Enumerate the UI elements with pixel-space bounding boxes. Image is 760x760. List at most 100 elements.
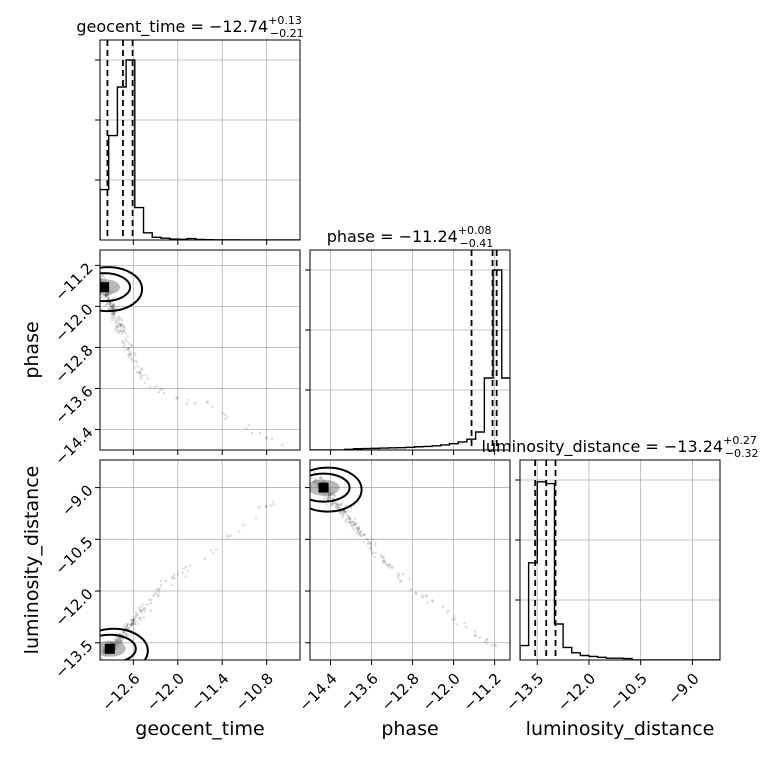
contour-outer [100, 627, 149, 660]
scatter-point [134, 620, 138, 623]
scatter-point [347, 521, 351, 524]
scatter-point [133, 615, 136, 619]
scatter-point [113, 638, 117, 641]
scatter-point [409, 588, 412, 591]
scatter-point [159, 388, 162, 391]
scatter-point [421, 596, 425, 599]
scatter-point [349, 521, 352, 524]
scatter-point [114, 635, 117, 638]
scatter-point [331, 501, 334, 504]
scatter-point [175, 397, 178, 400]
scatter-point [348, 517, 352, 521]
scatter-point [120, 323, 123, 327]
scatter-point [170, 576, 173, 579]
scatter-point [333, 495, 337, 498]
scatter-point [101, 274, 104, 278]
scatter-point [323, 497, 326, 500]
scatter-point [388, 563, 391, 567]
scatter-point [133, 366, 136, 369]
scatter-point [119, 329, 122, 332]
scatter-point [96, 280, 98, 282]
scatter-point [226, 535, 230, 539]
scatter-point [333, 493, 336, 496]
scatter-point [387, 566, 391, 569]
scatter-point [356, 528, 360, 532]
scatter-point [127, 342, 130, 345]
scatter-point [119, 640, 122, 643]
scatter-point [122, 631, 125, 634]
scatter-point [244, 427, 248, 430]
scatter-point [117, 317, 120, 320]
scatter-point [108, 302, 112, 305]
scatter-point [92, 277, 94, 279]
scatter-point [149, 601, 152, 605]
scatter-point [182, 567, 185, 571]
scatter-point [115, 326, 118, 330]
scatter-point [157, 391, 161, 394]
x-tick-label: −13.6 [337, 670, 382, 715]
scatter-point [118, 323, 122, 326]
scatter-point [119, 324, 122, 327]
scatter-point [112, 306, 115, 309]
scatter-point [114, 321, 118, 325]
scatter-phase_vs_geocent_time [92, 266, 284, 447]
scatter-point [355, 526, 359, 530]
scatter-point [137, 622, 140, 625]
x-tick-label: −9.0 [664, 670, 702, 708]
scatter-point [257, 505, 261, 509]
scatter-point [110, 304, 113, 308]
scatter-point [140, 368, 144, 372]
scatter-point [381, 561, 384, 564]
scatter-point [342, 511, 345, 514]
scatter-point [338, 512, 342, 515]
y-tick-label: −9.0 [58, 481, 96, 519]
scatter-point [338, 506, 341, 510]
scatter-point [353, 523, 357, 526]
x-tick-label: −10.8 [232, 670, 277, 715]
scatter-point [119, 639, 122, 643]
scatter-point [326, 499, 330, 502]
scatter-point [112, 315, 115, 319]
density-peak [318, 482, 329, 493]
scatter-point [130, 344, 133, 348]
scatter-point [143, 610, 147, 613]
scatter-point [161, 388, 164, 391]
scatter-point [346, 514, 349, 517]
scatter-point [119, 326, 123, 329]
title-main: phase = −11.24 [327, 227, 458, 246]
y-tick-label: −10.5 [51, 533, 96, 578]
scatter-point [117, 325, 120, 328]
scatter-point [474, 634, 477, 637]
scatter-point [186, 569, 189, 573]
scatter-point [186, 402, 189, 405]
scatter-point [121, 341, 125, 344]
scatter-point [136, 612, 140, 616]
scatter-point [100, 277, 104, 281]
scatter-point [176, 396, 179, 399]
scatter-point [103, 276, 107, 280]
scatter-point [113, 311, 116, 314]
scatter-point [399, 579, 402, 583]
scatter-point [144, 373, 147, 377]
scatter-point [447, 609, 451, 612]
scatter-point [350, 523, 354, 527]
scatter-point [203, 557, 206, 561]
scatter-point [100, 277, 102, 280]
scatter-point [116, 328, 119, 332]
scatter-point [493, 643, 496, 647]
scatter-point [396, 575, 400, 578]
scatter-point [108, 301, 112, 305]
scatter-point [119, 636, 123, 639]
scatter-point [453, 615, 456, 618]
scatter-point [143, 381, 147, 385]
scatter-point [326, 496, 330, 500]
scatter-point [129, 623, 132, 627]
scatter-point [351, 520, 354, 523]
scatter-point [133, 622, 136, 625]
scatter-point [162, 392, 165, 395]
scatter-point [142, 616, 145, 619]
scatter-point [383, 561, 387, 565]
scatter-point [226, 534, 229, 537]
scatter-point [346, 515, 350, 519]
scatter-point [159, 579, 163, 583]
